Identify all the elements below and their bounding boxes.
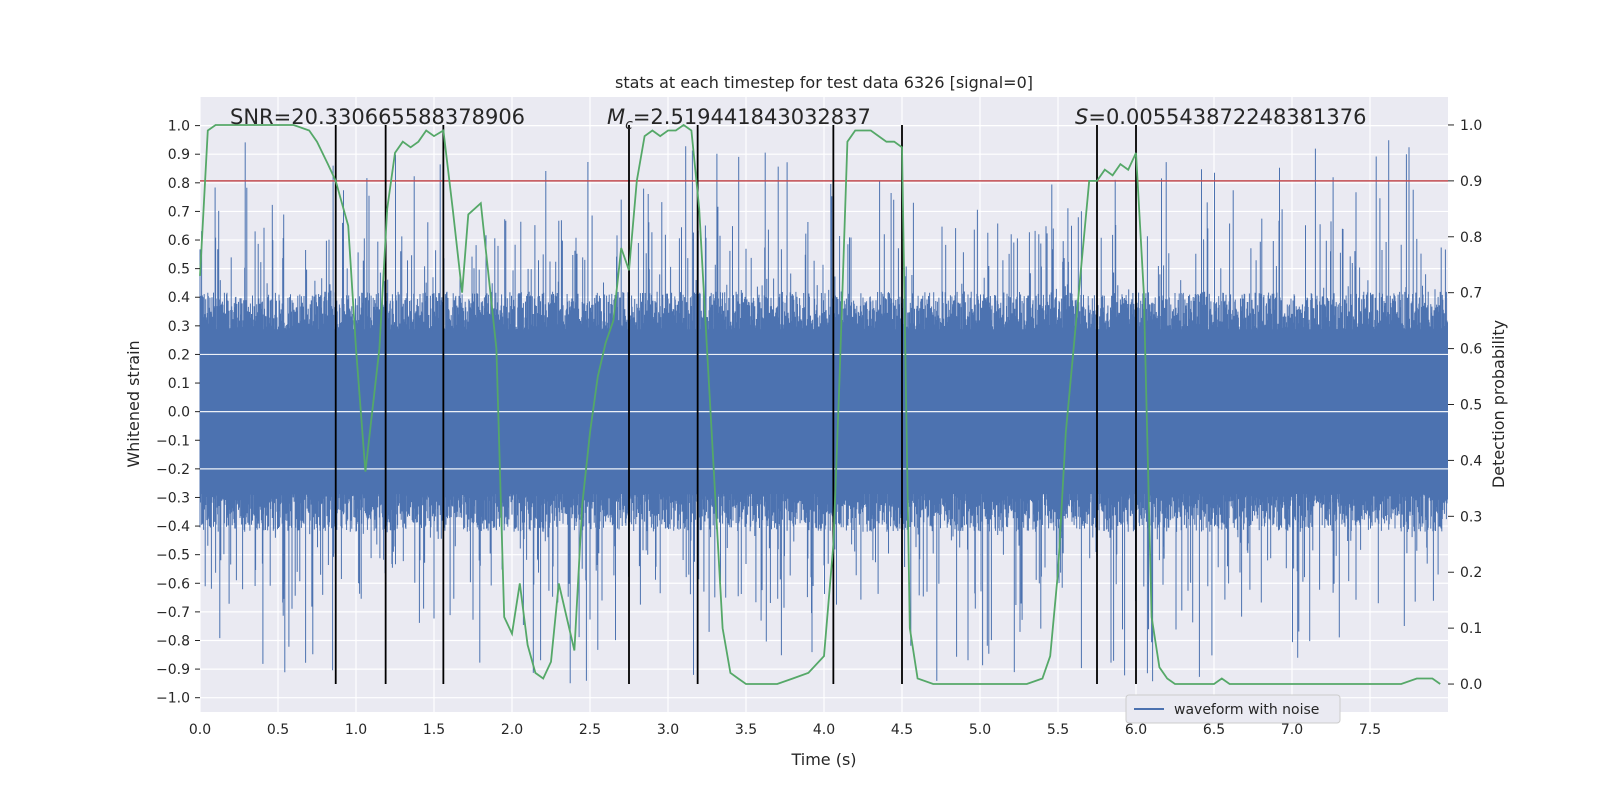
y-left-tick-label: 0.4 [168, 290, 190, 306]
chirp-mass-subscript: c [625, 117, 633, 133]
y-left-tick-label: −1.0 [156, 691, 190, 707]
y-left-tick-label: 0.0 [168, 405, 190, 421]
snr-annotation: SNR=20.330665588378906 [230, 105, 525, 129]
y-left-tick-label: 1.0 [168, 119, 190, 135]
x-tick-label: 5.5 [1047, 722, 1069, 738]
x-tick-label: 7.0 [1281, 722, 1303, 738]
waveform-series [199, 140, 1448, 684]
y-left-axis-label: Whitened strain [124, 340, 143, 467]
y-left-tick-label: 0.7 [168, 204, 190, 220]
y-right-axis-label: Detection probability [1489, 320, 1508, 488]
y-left-tick-label: −0.3 [156, 490, 190, 506]
y-left-tick-label: 0.8 [168, 176, 190, 192]
x-tick-label: 4.5 [891, 722, 913, 738]
s-annotation: S=0.005543872248381376 [1075, 105, 1366, 129]
y-right-tick-label: 0.9 [1460, 174, 1482, 190]
x-tick-label: 7.5 [1359, 722, 1381, 738]
s-value: =0.005543872248381376 [1088, 105, 1366, 129]
x-tick-label: 3.0 [657, 722, 679, 738]
legend: waveform with noise [1125, 694, 1341, 724]
s-symbol: S [1075, 105, 1088, 129]
legend-label: waveform with noise [1174, 702, 1319, 718]
chirp-mass-symbol: M [607, 105, 625, 129]
y-left-tick-label: 0.3 [168, 319, 190, 335]
y-left-tick-label: 0.9 [168, 147, 190, 163]
x-tick-label: 4.0 [813, 722, 835, 738]
y-right-tick-label: 0.3 [1460, 509, 1482, 525]
x-tick-label: 0.5 [267, 722, 289, 738]
x-tick-label: 0.0 [189, 722, 211, 738]
chart-title: stats at each timestep for test data 632… [615, 73, 1033, 92]
y-left-tick-label: 0.2 [168, 347, 190, 363]
detection-probability-series [199, 123, 1441, 685]
y-right-tick-label: 0.5 [1460, 398, 1482, 414]
y-left-tick-label: −0.1 [156, 433, 190, 449]
y-right-tick-label: 0.0 [1460, 677, 1482, 693]
y-left-axis-ticks: 1.0 0.9 0.8 0.7 0.6 0.5 0.4 0.3 0.2 0.1 0.0 −0.1 −0.… [156, 119, 200, 707]
y-right-tick-label: 0.7 [1460, 286, 1482, 302]
vertical-markers [334, 124, 1137, 685]
y-left-tick-label: 0.5 [168, 262, 190, 278]
chirp-mass-value: =2.519441843032837 [633, 105, 871, 129]
y-left-tick-label: −0.2 [156, 462, 190, 478]
x-tick-label: 2.5 [579, 722, 601, 738]
x-tick-label: 1.0 [345, 722, 367, 738]
y-right-axis-ticks: 1.0 0.9 0.8 0.7 0.6 0.5 0.4 0.3 0.2 0.1 0.0 [1448, 118, 1482, 693]
y-left-tick-label: −0.9 [156, 662, 190, 678]
y-right-tick-label: 0.6 [1460, 342, 1482, 358]
x-tick-label: 3.5 [735, 722, 757, 738]
detection-probability-line [199, 123, 1441, 685]
y-left-tick-label: −0.5 [156, 548, 190, 564]
y-left-tick-label: 0.1 [168, 376, 190, 392]
x-axis-ticks: 0.0 0.5 1.0 1.5 2.0 2.5 3.0 3.5 4.0 4.5 5.0 5.5 6.0 6… [189, 722, 1381, 738]
y-right-tick-label: 1.0 [1460, 118, 1482, 134]
y-left-tick-label: −0.6 [156, 576, 190, 592]
x-tick-label: 1.5 [423, 722, 445, 738]
x-axis-label: Time (s) [790, 750, 856, 769]
y-left-tick-label: −0.4 [156, 519, 190, 535]
x-tick-label: 6.0 [1125, 722, 1147, 738]
y-right-tick-label: 0.2 [1460, 565, 1482, 581]
x-tick-label: 2.0 [501, 722, 523, 738]
x-tick-label: 5.0 [969, 722, 991, 738]
y-left-tick-label: 0.6 [168, 233, 190, 249]
y-right-tick-label: 0.1 [1460, 621, 1482, 637]
y-right-tick-label: 0.4 [1460, 453, 1482, 469]
legend-box [1125, 694, 1341, 724]
chirp-mass-annotation: Mc=2.519441843032837 [607, 105, 871, 133]
x-tick-label: 6.5 [1203, 722, 1225, 738]
y-left-tick-label: −0.8 [156, 633, 190, 649]
y-left-tick-label: −0.7 [156, 605, 190, 621]
y-right-tick-label: 0.8 [1460, 230, 1482, 246]
